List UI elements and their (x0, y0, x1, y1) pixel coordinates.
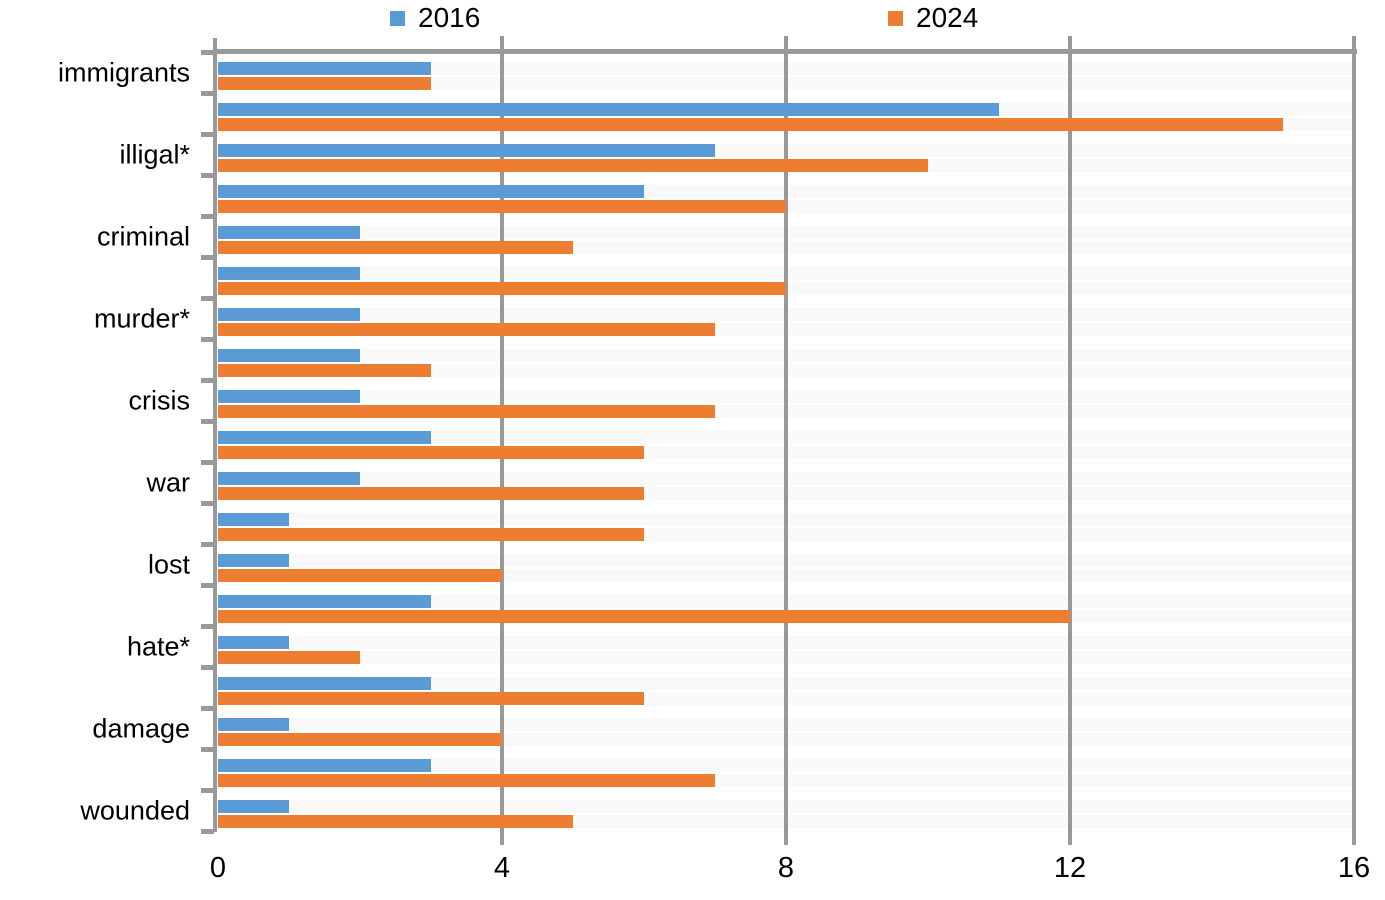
bar-2024 (218, 118, 1283, 131)
bar-2016 (218, 759, 431, 772)
category-axis-tick (201, 747, 214, 752)
legend-swatch-2016-icon (390, 10, 405, 26)
gridline (1068, 36, 1072, 845)
category-axis-line (213, 38, 217, 832)
category-axis-tick (201, 542, 214, 547)
bar-2024 (218, 446, 644, 459)
x-axis-tick-label: 4 (493, 852, 511, 884)
category-axis-tick (201, 296, 214, 301)
bar-2016 (218, 431, 431, 444)
category-axis-tick (201, 173, 214, 178)
category-label: hate* (126, 631, 190, 661)
category-label: criminal (96, 221, 190, 251)
legend-swatch-2024-icon (888, 10, 903, 26)
bar-2016 (218, 349, 360, 362)
category-axis-tick (201, 624, 214, 629)
gridline (1352, 36, 1356, 845)
bar-2016-wounded (218, 800, 289, 813)
bar-2024-murder* (218, 323, 715, 336)
category-axis-tick (201, 829, 214, 834)
bar-2016 (218, 595, 431, 608)
bar-2024 (218, 364, 431, 377)
category-axis-tick (201, 91, 214, 96)
bar-2016-murder* (218, 308, 360, 321)
bar-2024 (218, 774, 715, 787)
legend-label-2024: 2024 (916, 2, 979, 33)
bar-2024-hate* (218, 651, 360, 664)
gridline (784, 36, 788, 845)
category-label: lost (147, 549, 190, 579)
bar-2024 (218, 610, 1070, 623)
x-axis-tick-label: 8 (777, 852, 795, 884)
gridline (500, 36, 504, 845)
bar-2024-immigrants (218, 77, 431, 90)
bar-2024-wounded (218, 815, 573, 828)
category-axis-tick (201, 501, 214, 506)
bar-2024 (218, 528, 644, 541)
category-label: damage (92, 713, 190, 743)
bar-2024 (218, 200, 786, 213)
category-axis-tick (201, 50, 214, 55)
category-axis-tick (201, 214, 214, 219)
category-axis-tick (201, 132, 214, 137)
bar-2016-immigrants (218, 62, 431, 75)
category-axis-tick (201, 788, 214, 793)
bar-2016 (218, 267, 360, 280)
legend-label-2016: 2016 (418, 2, 481, 33)
legend-item-2024: 2024 (888, 2, 978, 34)
bar-2024-criminal (218, 241, 573, 254)
category-axis-tick (201, 665, 214, 670)
category-label: immigrants (57, 57, 190, 87)
bar-2016-crisis (218, 390, 360, 403)
bar-2024 (218, 692, 644, 705)
x-axis-tick-label: 12 (1053, 852, 1087, 884)
bar-2024 (218, 282, 786, 295)
bar-2016 (218, 103, 999, 116)
bar-2016 (218, 677, 431, 690)
bar-2016-illigal* (218, 144, 715, 157)
bar-2024-damage (218, 733, 502, 746)
category-axis-tick (201, 460, 214, 465)
bar-2024-illigal* (218, 159, 928, 172)
bar-2016-hate* (218, 636, 289, 649)
bar-2016-criminal (218, 226, 360, 239)
bar-2016 (218, 185, 644, 198)
legend-item-2016: 2016 (390, 2, 480, 34)
bar-2024-war (218, 487, 644, 500)
x-axis-tick-label: 16 (1337, 852, 1371, 884)
category-axis-tick (201, 583, 214, 588)
category-label: wounded (80, 795, 190, 825)
bar-2016 (218, 513, 289, 526)
category-label: murder* (93, 303, 190, 333)
category-axis-tick (201, 419, 214, 424)
category-axis-tick (201, 337, 214, 342)
category-label: illigal* (119, 139, 190, 169)
bar-2016-damage (218, 718, 289, 731)
category-axis-tick (201, 706, 214, 711)
bar-2016-lost (218, 554, 289, 567)
bar-2016-war (218, 472, 360, 485)
value-axis-line (213, 49, 1357, 54)
category-label: crisis (128, 385, 191, 415)
category-label: war (146, 467, 190, 497)
bar-2024-crisis (218, 405, 715, 418)
category-axis-tick (201, 378, 214, 383)
category-axis-tick (201, 255, 214, 260)
bar-2024-lost (218, 569, 502, 582)
x-axis-tick-label: 0 (209, 852, 227, 884)
